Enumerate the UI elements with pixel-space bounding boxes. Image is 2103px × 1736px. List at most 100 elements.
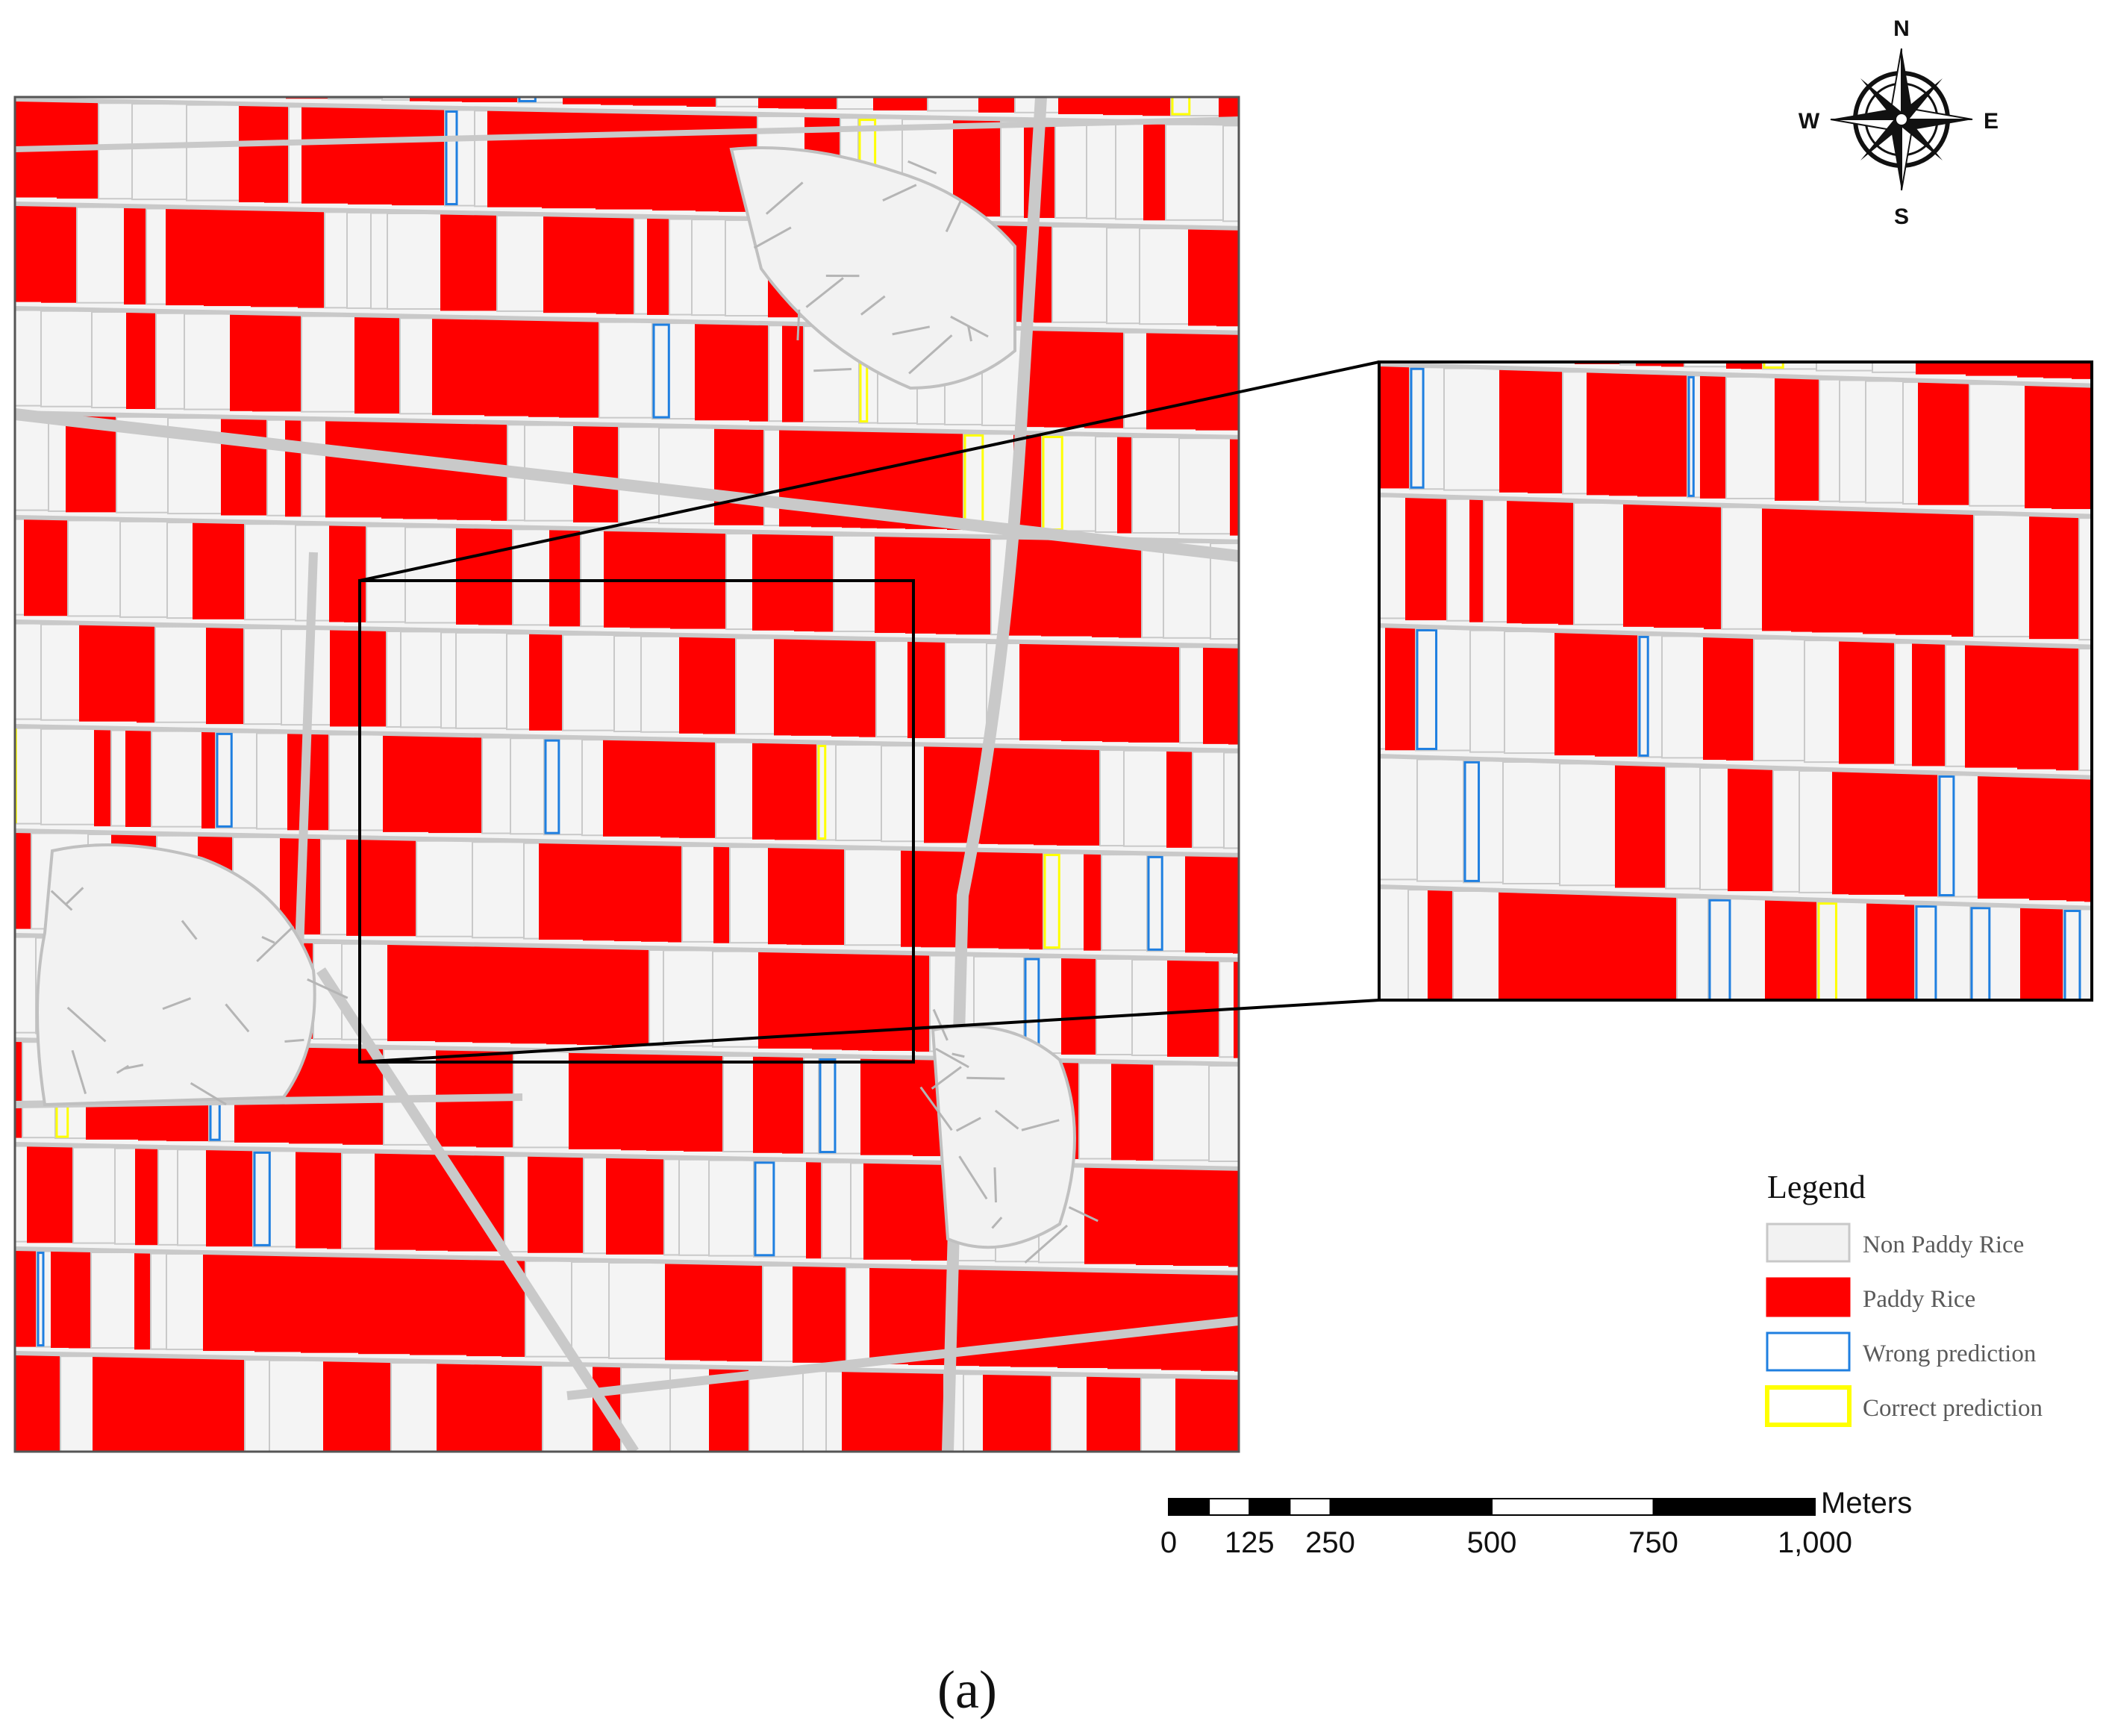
paddy-rice-parcel	[633, 97, 688, 106]
non-paddy-parcel	[288, 106, 303, 204]
non-paddy-parcel	[1762, 362, 1817, 370]
non-paddy-parcel	[1170, 97, 1220, 116]
wrong-prediction-outline	[518, 97, 537, 102]
paddy-rice-parcel	[66, 415, 117, 513]
paddy-rice-parcel	[1030, 1480, 1083, 1576]
paddy-rice-parcel	[713, 846, 731, 943]
non-paddy-parcel	[1106, 227, 1140, 325]
paddy-rice-parcel	[1832, 771, 1850, 895]
paddy-rice-parcel	[1623, 895, 1678, 1000]
non-paddy-parcel	[15, 518, 25, 616]
village-parcel-line	[1068, 1206, 1099, 1223]
paddy-rice-parcel	[327, 1152, 343, 1249]
paddy-rice-parcel	[1510, 1154, 1548, 1276]
non-paddy-parcel	[1772, 769, 1800, 893]
non-paddy-parcel	[2031, 1039, 2046, 1161]
paddy-rice-parcel	[1623, 503, 1655, 627]
non-paddy-parcel	[252, 1150, 297, 1248]
non-paddy-parcel	[1816, 901, 1868, 1000]
paddy-rice-parcel	[329, 525, 346, 622]
non-paddy-parcel	[0, 1564, 22, 1660]
non-paddy-parcel	[1379, 757, 1418, 881]
non-paddy-parcel	[386, 630, 401, 728]
paddy-rice-parcel	[49, 1461, 71, 1556]
paddy-rice-parcel	[203, 1254, 256, 1352]
non-paddy-parcel	[1725, 1030, 1780, 1152]
paddy-rice-parcel	[1029, 852, 1044, 950]
paddy-rice-parcel	[1646, 1028, 1677, 1149]
paddy-rice-parcel	[727, 1264, 763, 1362]
village-parcel-line	[882, 184, 917, 202]
compass-north-label: N	[1893, 16, 1910, 41]
paddy-rice-parcel	[135, 1148, 159, 1246]
field-boundary-road	[15, 1350, 1239, 1380]
non-paddy-parcel	[142, 1567, 167, 1662]
village-parcel-line	[1021, 1119, 1060, 1131]
village-parcel-line	[955, 1117, 981, 1132]
legend-items: Non Paddy Rice Paddy Rice Wrong prediction…	[1765, 1223, 2043, 1427]
scale-bar-label: 250	[1305, 1526, 1355, 1559]
paddy-rice-parcel	[1107, 1272, 1163, 1370]
paddy-rice-parcel	[684, 1054, 724, 1152]
village-parcel-line	[966, 325, 972, 342]
non-paddy-parcel	[875, 640, 909, 738]
non-paddy-parcel	[1252, 231, 1291, 326]
paddy-rice-parcel	[478, 528, 513, 625]
paddy-rice-parcel	[1469, 499, 1484, 622]
paddy-rice-parcel	[252, 314, 302, 412]
paddy-rice-parcel	[1590, 894, 1625, 1000]
paddy-rice-parcel	[1057, 748, 1101, 846]
non-paddy-parcel	[184, 313, 231, 410]
non-paddy-parcel	[157, 1148, 178, 1246]
paddy-rice-parcel	[308, 1466, 348, 1561]
non-paddy-parcel	[2078, 1171, 2103, 1293]
paddy-rice-parcel	[583, 843, 616, 941]
village-parcel-line	[64, 887, 84, 906]
non-paddy-parcel	[608, 1261, 666, 1359]
non-paddy-parcel	[166, 1253, 204, 1351]
paddy-rice-parcel	[1167, 959, 1220, 1057]
non-paddy-parcel	[1725, 375, 1776, 499]
village-parcel-line	[945, 201, 962, 233]
field-boundary-road	[1364, 1147, 2103, 1170]
paddy-rice-parcel	[193, 522, 246, 619]
non-paddy-parcel	[1379, 626, 1387, 750]
non-paddy-parcel	[1062, 1585, 1093, 1681]
paddy-rice-parcel	[1904, 773, 1939, 897]
paddy-rice-parcel	[535, 1470, 570, 1566]
paddy-rice-parcel	[166, 208, 205, 306]
non-paddy-parcel	[543, 738, 583, 836]
non-paddy-parcel	[401, 1572, 451, 1667]
paddy-rice-parcel	[879, 1477, 912, 1573]
paddy-rice-parcel	[375, 1152, 417, 1250]
paddy-rice-parcel	[603, 739, 662, 837]
non-paddy-parcel	[196, 1, 251, 96]
paddy-rice-parcel	[665, 1263, 701, 1361]
paddy-rice-parcel	[1203, 646, 1230, 744]
non-paddy-parcel	[254, 1464, 283, 1560]
non-paddy-parcel	[455, 631, 507, 729]
paddy-rice-parcel	[1978, 775, 2031, 899]
scale-bar-segment	[1168, 1498, 1210, 1516]
paddy-rice-parcel	[355, 1361, 392, 1452]
village-parcel-line	[66, 1006, 107, 1043]
paddy-rice-parcel	[1499, 369, 1529, 493]
non-paddy-parcel	[15, 413, 49, 511]
non-paddy-parcel	[663, 1158, 680, 1256]
paddy-rice-parcel	[700, 1264, 728, 1361]
non-paddy-parcel	[625, 1576, 667, 1672]
paddy-rice-parcel	[660, 740, 681, 838]
non-paddy-parcel	[1096, 958, 1133, 1055]
paddy-rice-parcel	[1762, 508, 1793, 631]
paddy-rice-parcel	[93, 1566, 121, 1661]
main-map-villages	[36, 146, 1076, 1249]
paddy-rice-parcel	[1661, 362, 1685, 367]
non-paddy-parcel	[1054, 121, 1087, 219]
paddy-rice-parcel	[387, 944, 437, 1041]
wrong-prediction-outline	[1460, 1023, 1472, 1142]
non-paddy-parcel	[945, 641, 987, 739]
non-paddy-parcel	[401, 1467, 451, 1563]
wrong-prediction-outline	[1938, 775, 1955, 896]
paddy-rice-parcel	[201, 731, 216, 829]
non-paddy-parcel	[1153, 1064, 1210, 1161]
